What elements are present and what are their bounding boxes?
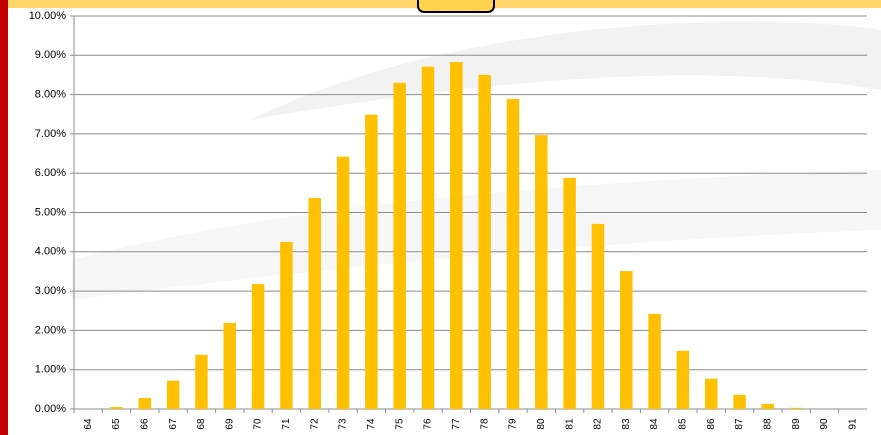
x-tick-label: 85 [678, 418, 689, 430]
x-tick-label: 84 [649, 418, 660, 430]
y-tick-label: 5.00% [35, 206, 66, 218]
x-tick-label: 90 [819, 418, 830, 430]
bar [620, 271, 633, 409]
bar [676, 350, 690, 409]
x-tick-label: 66 [139, 418, 150, 430]
logo [417, 0, 495, 13]
x-tick-label: 86 [706, 418, 717, 430]
x-tick-label: 75 [394, 418, 405, 430]
x-tick-label: 89 [791, 418, 802, 430]
x-tick-label: 70 [253, 418, 264, 430]
bar [251, 284, 265, 409]
x-tick-label: 76 [423, 418, 434, 430]
bar [393, 82, 406, 409]
x-tick-label: 91 [847, 418, 858, 430]
bar [478, 74, 491, 409]
x-tick-label: 64 [83, 418, 94, 430]
bar [563, 177, 576, 409]
x-tick-label: 80 [536, 418, 547, 430]
x-tick-label: 78 [479, 418, 490, 430]
bar [138, 397, 152, 409]
bar [110, 407, 123, 409]
y-tick-label: 8.00% [35, 89, 66, 101]
bar [789, 407, 803, 409]
x-tick-label: 71 [281, 418, 292, 430]
bar [450, 61, 463, 410]
swoosh [72, 170, 881, 300]
x-tick-label: 79 [508, 418, 519, 430]
y-tick-label: 1.00% [35, 364, 66, 376]
y-tick-label: 2.00% [35, 324, 66, 336]
bar [280, 241, 293, 409]
bar [705, 378, 718, 409]
x-tick-label: 65 [111, 418, 122, 430]
x-tick-label: 69 [224, 418, 235, 430]
bar [166, 380, 180, 409]
x-tick-label: 88 [763, 418, 774, 430]
bar [535, 135, 548, 410]
y-tick-label: 4.00% [35, 246, 66, 258]
left-strip [0, 0, 8, 435]
x-tick-label: 77 [451, 418, 462, 430]
bar [421, 66, 435, 410]
bar [195, 354, 208, 409]
bar [336, 156, 350, 409]
bar [648, 313, 661, 409]
bar [733, 394, 746, 409]
x-tick-label: 68 [196, 418, 207, 430]
y-tick-label: 0.00% [35, 403, 66, 415]
bar [591, 223, 605, 409]
y-tick-label: 9.00% [35, 49, 66, 61]
y-tick-label: 7.00% [35, 128, 66, 140]
x-tick-label: 67 [168, 418, 179, 430]
bar [308, 197, 321, 409]
bar [223, 322, 236, 409]
bar [506, 98, 520, 409]
x-tick-label: 74 [366, 418, 377, 430]
x-tick-label: 87 [734, 418, 745, 430]
bar [761, 403, 775, 409]
x-tick-label: 82 [593, 418, 604, 430]
x-tick-label: 81 [564, 418, 575, 430]
bar [365, 114, 378, 409]
y-tick-label: 10.00% [29, 10, 67, 22]
y-tick-label: 3.00% [35, 285, 66, 297]
swoosh [250, 21, 881, 120]
y-tick-label: 6.00% [35, 167, 66, 179]
x-tick-label: 73 [338, 418, 349, 430]
x-tick-label: 72 [309, 418, 320, 430]
x-tick-label: 83 [621, 418, 632, 430]
